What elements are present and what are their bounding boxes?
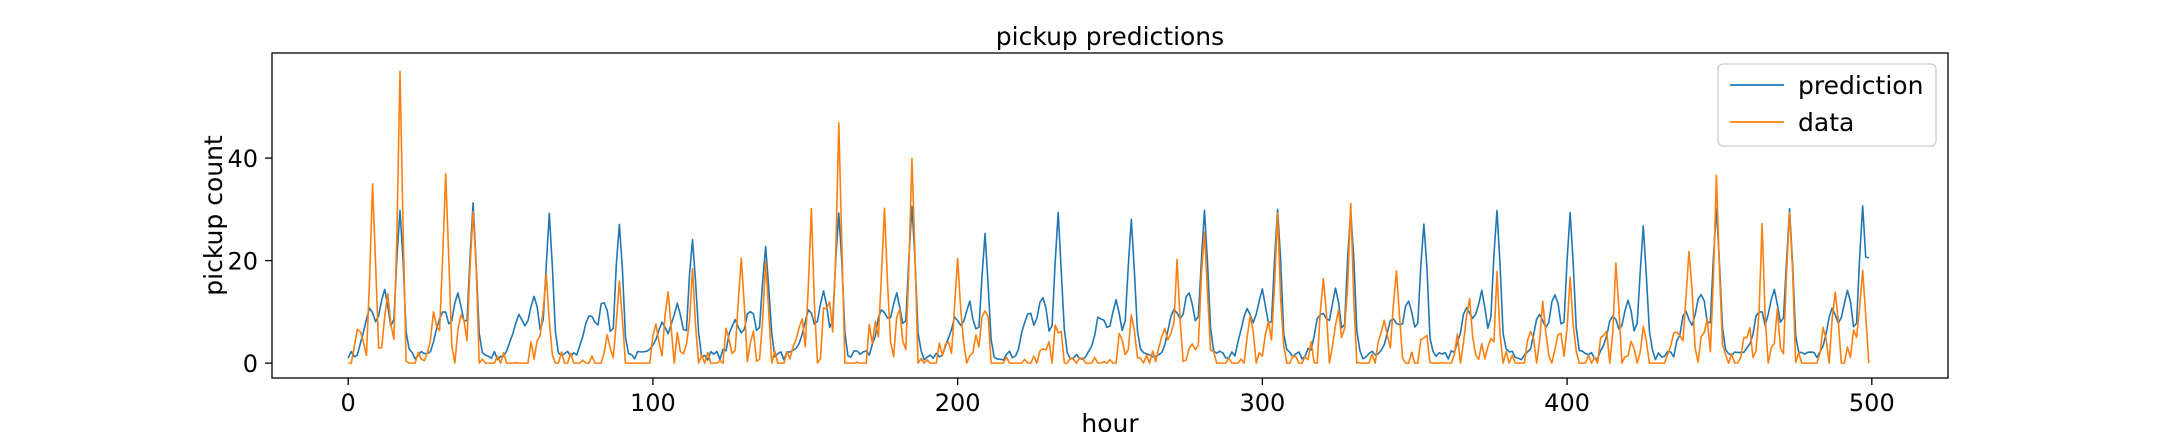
- plot-area: [347, 70, 1870, 364]
- x-tick-label: 400: [1544, 389, 1590, 417]
- legend-label-data: data: [1798, 108, 1854, 137]
- x-axis-label: hour: [1081, 409, 1139, 432]
- series-line-prediction: [347, 202, 1870, 361]
- x-tick-label: 100: [630, 389, 676, 417]
- chart-title: pickup predictions: [996, 22, 1224, 51]
- x-tick-label: 200: [935, 389, 981, 417]
- x-tick-label: 300: [1239, 389, 1285, 417]
- y-tick-label: 40: [227, 145, 258, 173]
- plot-frame: [271, 52, 1949, 379]
- y-tick-label: 20: [227, 248, 258, 276]
- x-tick-label: 0: [341, 389, 356, 417]
- axis-ticks: 0 100 200 300 400 500 0 20 40: [227, 145, 1894, 417]
- x-tick-label: 500: [1849, 389, 1895, 417]
- series-line-data: [348, 70, 1870, 364]
- legend-label-prediction: prediction: [1798, 71, 1923, 100]
- legend: prediction data: [1717, 63, 1937, 147]
- y-tick-label: 0: [243, 350, 258, 378]
- y-axis-label: pickup count: [199, 135, 228, 296]
